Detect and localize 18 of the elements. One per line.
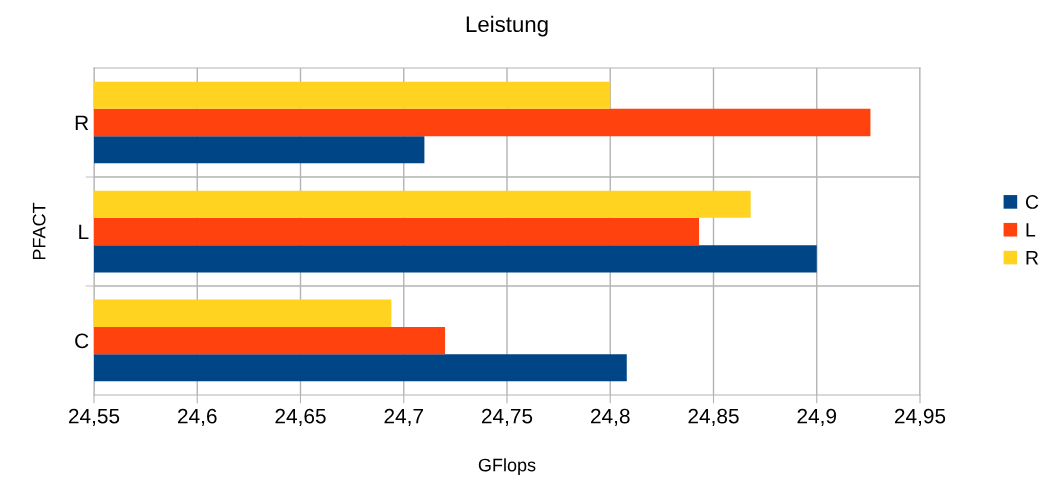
y-tick-label: L xyxy=(79,224,89,240)
x-tick-label: 24,9 xyxy=(797,408,837,426)
x-tick-label: 24,85 xyxy=(688,408,739,426)
x-tick-label: 24,8 xyxy=(591,408,630,426)
legend-label: L xyxy=(1026,223,1036,237)
x-tick-label: 24,75 xyxy=(481,408,533,426)
legend-label: C xyxy=(1025,195,1039,209)
x-axis-title: GFlops xyxy=(478,458,536,475)
y-tick-label: R xyxy=(75,115,89,131)
x-tick-label: 24,95 xyxy=(894,408,946,426)
x-tick-label: 24,7 xyxy=(384,408,423,426)
y-tick-label: C xyxy=(75,333,89,349)
x-tick-label: 24,65 xyxy=(275,408,326,426)
x-tick-label: 24,55 xyxy=(68,408,120,426)
chart-title: Leistung xyxy=(466,15,548,37)
x-tick-label: 24,6 xyxy=(178,408,217,426)
y-axis-title: PFACT xyxy=(32,202,46,260)
legend-label: R xyxy=(1026,251,1039,265)
